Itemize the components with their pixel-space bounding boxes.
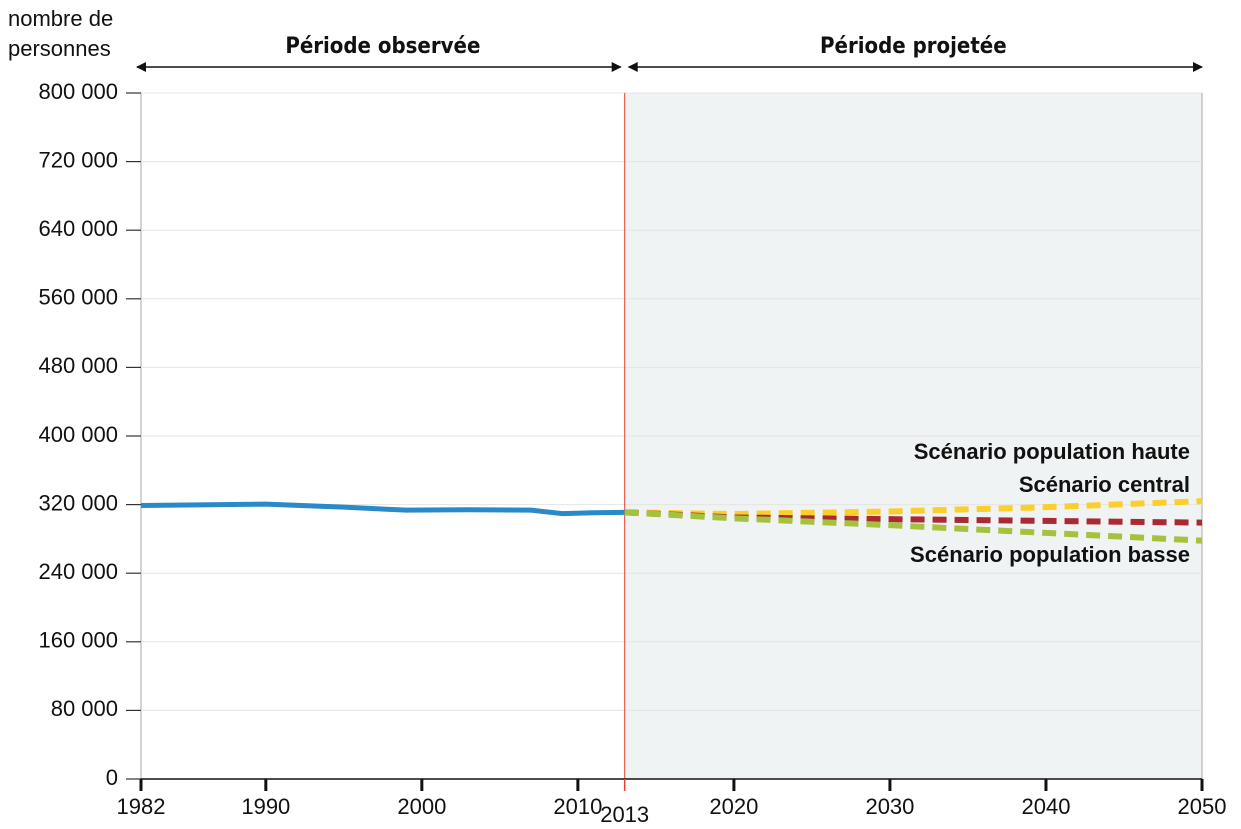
y-tick-label: 0 [106,765,118,790]
y-tick-label: 80 000 [51,696,118,721]
x-tick-label: 2013 [600,802,649,827]
series-line [140,501,625,517]
x-tick-label: 2020 [709,794,758,819]
period-label: Période projetée [820,34,1007,59]
y-tick-label: 640 000 [38,216,118,241]
y-tick-label: 560 000 [38,285,118,310]
x-tick-label: 2050 [1178,794,1227,819]
y-axis-label: nombre de personnes [8,6,114,61]
y-tick-label: 480 000 [38,353,118,378]
x-tick-label: 2010 [553,794,602,819]
x-tick-label: 2030 [865,794,914,819]
x-tick-label: 2000 [397,794,446,819]
y-tick-label: 320 000 [38,490,118,515]
y-tick-label: 720 000 [38,147,118,172]
series-label: Scénario population basse [910,542,1190,567]
series-line [624,509,1203,544]
series-label: Scénario central [1019,472,1190,497]
x-tick-label: 1990 [241,794,290,819]
y-tick-label: 240 000 [38,559,118,584]
period-label: Période observée [285,34,480,59]
y-tick-label: 400 000 [38,422,118,447]
y-tick-label: 160 000 [38,628,118,653]
x-tick-label: 2040 [1021,794,1070,819]
x-tick-label: 1982 [117,794,166,819]
y-tick-label: 800 000 [38,79,118,104]
series-label: Scénario population haute [914,439,1190,464]
